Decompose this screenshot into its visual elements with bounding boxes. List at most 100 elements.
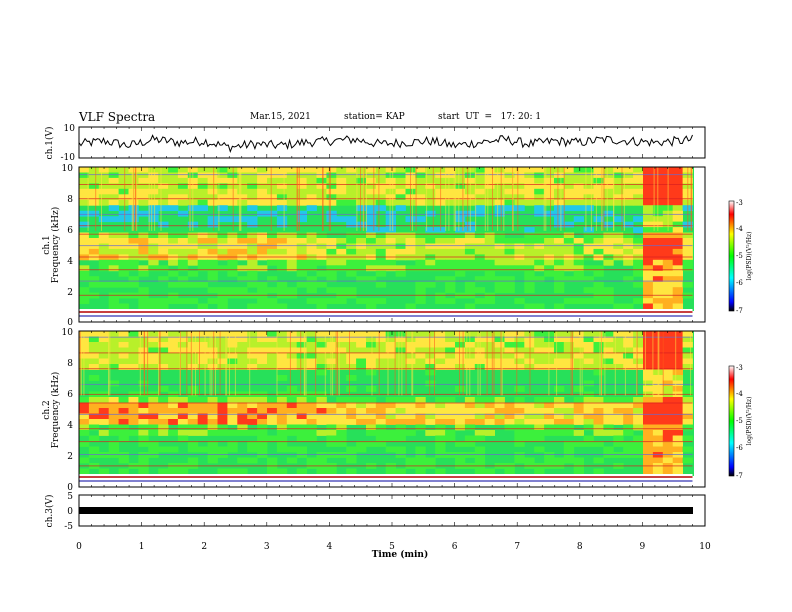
spectrogram-cell xyxy=(623,347,634,354)
spectrogram-cell xyxy=(415,287,426,294)
spectrogram-cell xyxy=(415,364,426,370)
spectral-streak xyxy=(83,331,85,396)
spectrogram-cell xyxy=(187,298,199,304)
spectrogram-cell xyxy=(118,238,129,244)
spectrogram-cell xyxy=(672,413,683,420)
spectrogram-cell xyxy=(336,188,347,195)
spectrogram-cell xyxy=(257,446,268,453)
spectrogram-cell xyxy=(267,413,278,420)
spectrogram-cell xyxy=(375,331,387,337)
spectrogram-cell xyxy=(425,167,436,173)
spectrogram-cell xyxy=(286,397,298,403)
spectral-line xyxy=(79,184,693,185)
spectrogram-cell xyxy=(217,446,228,453)
spectrogram-cell xyxy=(405,232,416,239)
spectrogram-cell xyxy=(296,281,307,288)
spectrogram-cell xyxy=(385,265,396,272)
spectral-streak xyxy=(211,331,213,396)
spectrogram-cell xyxy=(623,303,634,310)
spectrogram-cell xyxy=(187,342,199,348)
spectrogram-cell xyxy=(296,259,307,266)
spectrogram-cell xyxy=(217,364,228,370)
spectral-streak xyxy=(462,331,464,396)
spectral-streak xyxy=(124,167,126,231)
spectrogram-cell xyxy=(652,287,664,294)
spectrogram-cell xyxy=(534,430,545,436)
spectrogram-cell xyxy=(187,402,199,409)
spectrogram-cell xyxy=(247,397,258,403)
spectral-streak xyxy=(338,331,340,396)
spectrogram-cell xyxy=(217,430,228,436)
spectrogram-cell xyxy=(316,194,327,201)
spectrogram-cell xyxy=(633,441,644,447)
spectrogram-cell xyxy=(356,419,367,425)
spectrogram-cell xyxy=(336,364,347,370)
spectrogram-cell xyxy=(296,342,307,348)
spectrogram-cell xyxy=(177,424,189,431)
spectrogram-cell xyxy=(356,238,367,244)
spectrogram-cell xyxy=(356,167,367,173)
spectrogram-cell xyxy=(652,248,664,255)
spectrogram-cell xyxy=(633,265,644,272)
spectrogram-cell xyxy=(118,259,129,266)
spectral-streak xyxy=(225,331,227,396)
spectral-streak xyxy=(486,331,488,396)
spectral-streak xyxy=(477,331,479,396)
spectrogram-cell xyxy=(613,397,624,403)
spectrogram-cell xyxy=(672,232,683,239)
spectrogram-cell xyxy=(346,353,357,359)
spectrogram-cell xyxy=(187,358,199,365)
spectrogram-cell xyxy=(158,424,169,431)
spectrogram-cell xyxy=(633,424,644,431)
spectrogram-cell xyxy=(276,397,288,403)
spectrogram-cell xyxy=(98,188,110,195)
spectrogram-cell xyxy=(237,457,248,464)
spectrogram-cell xyxy=(79,413,90,420)
spectrogram-cell xyxy=(217,177,228,184)
spectrogram-cell xyxy=(366,424,377,431)
spectrogram-cell xyxy=(643,430,654,436)
spectrogram-cell xyxy=(375,281,387,288)
spectrogram-cell xyxy=(643,342,654,348)
spectrogram-cell xyxy=(197,336,208,343)
spectrogram-cell xyxy=(138,413,149,420)
spectrogram-cell xyxy=(514,419,525,425)
spectrogram-cell xyxy=(623,167,634,173)
spectral-streak xyxy=(160,167,162,231)
spectrogram-cell xyxy=(415,358,426,365)
spectrogram-cell xyxy=(168,336,179,343)
spectrogram-cell xyxy=(197,259,208,266)
spectrogram-cell xyxy=(623,331,634,337)
spectrogram-cell xyxy=(276,172,288,179)
spectrogram-cell xyxy=(227,342,238,348)
spectrogram-cell xyxy=(207,430,218,436)
spectrogram-cell xyxy=(672,364,683,370)
spectrogram-cell xyxy=(682,446,693,453)
spectrogram-cell xyxy=(613,331,624,337)
spectrogram-cell xyxy=(385,435,396,442)
spectrogram-cell xyxy=(148,364,159,370)
spectrogram-cell xyxy=(474,397,486,403)
spectrogram-cell xyxy=(375,265,387,272)
spectrogram-cell xyxy=(395,248,406,255)
spectrogram-cell xyxy=(593,270,604,277)
ch2-cb-tick-7: -7 xyxy=(736,472,743,480)
spectrogram-cell xyxy=(524,265,535,272)
spectrogram-cell xyxy=(464,265,476,272)
spectrogram-cell xyxy=(98,259,110,266)
spectrogram-cell xyxy=(524,336,535,343)
spectrogram-cell xyxy=(455,358,466,365)
spectrogram-cell xyxy=(534,419,545,425)
spectrogram-cell xyxy=(662,364,674,370)
spectrogram-cell xyxy=(415,342,426,348)
spectrogram-cell xyxy=(88,364,100,370)
ch1-cb-tick-4: -4 xyxy=(736,225,743,233)
spectrogram-cell xyxy=(544,408,555,414)
spectrogram-cell xyxy=(593,369,604,376)
spectrogram-cell xyxy=(633,364,644,370)
spectrogram-cell xyxy=(474,413,486,420)
spectrogram-cell xyxy=(227,238,238,244)
spectral-streak xyxy=(303,331,305,396)
spectrogram-cell xyxy=(267,194,278,201)
spectrogram-cell xyxy=(306,435,317,442)
